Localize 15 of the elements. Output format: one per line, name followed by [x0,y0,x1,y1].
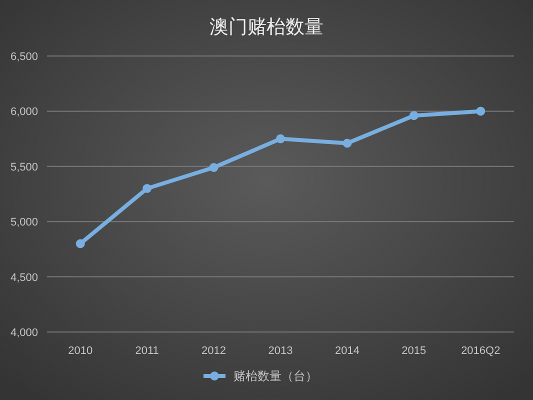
y-tick-label: 6,000 [10,106,38,118]
x-tick-label: 2016Q2 [461,345,500,357]
x-tick-label: 2014 [334,345,360,357]
y-tick-label: 4,000 [10,327,38,339]
x-tick-label: 2010 [68,345,93,357]
title: 澳门赌枱数量 [210,17,324,38]
y-tick-label: 6,500 [10,51,38,63]
x-tick-label: 2013 [268,345,293,357]
x-tick-label: 2011 [135,345,159,357]
y-tick-label: 5,500 [10,161,38,174]
y-tick-label: 4,500 [10,272,38,284]
x-tick-label: 2012 [202,345,226,357]
legend-label: 赌枱数量（台） [234,369,318,383]
x-tick-label: 2015 [402,345,426,357]
y-tick-label: 5,000 [10,216,38,229]
